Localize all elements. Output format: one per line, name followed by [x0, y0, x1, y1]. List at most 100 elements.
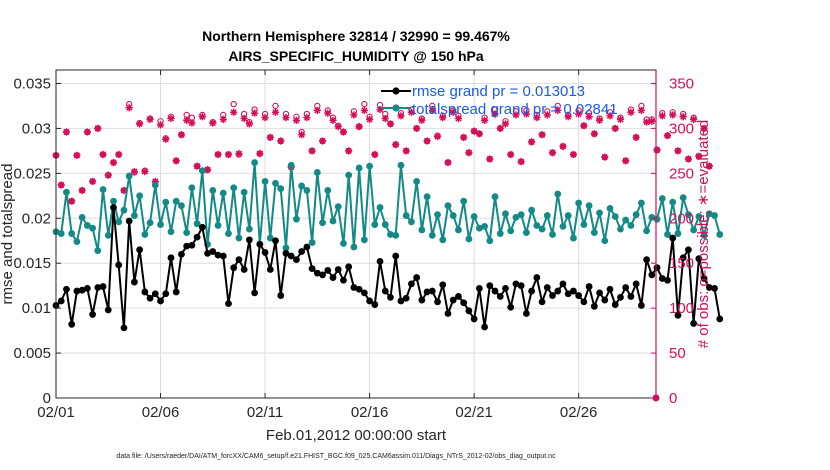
totalspread-point	[637, 199, 645, 207]
rmse-point	[611, 301, 619, 308]
totalspread-point	[366, 162, 373, 170]
x-axis-label: Feb.01,2012 00:00:00 start	[266, 427, 447, 444]
obs-evaluated-point	[533, 114, 541, 122]
rmse-point	[601, 296, 609, 304]
obs-evaluated-point	[517, 158, 525, 166]
totalspread-point	[538, 225, 546, 233]
obs-evaluated-point	[172, 157, 180, 165]
legend: rmse grand pr = 0.013013 totalspread gra…	[381, 83, 618, 118]
rmse-point	[455, 293, 462, 300]
totalspread-point	[319, 219, 326, 227]
totalspread-point	[465, 235, 473, 243]
rmse-point	[266, 266, 274, 273]
rmse-point	[502, 284, 509, 292]
totalspread-point	[293, 215, 300, 223]
totalspread-point	[439, 236, 447, 244]
obs-evaluated-point	[282, 114, 290, 122]
rmse-point	[705, 284, 713, 291]
totalspread-point	[272, 179, 279, 187]
totalspread-point	[460, 197, 468, 205]
rmse-point	[94, 284, 102, 291]
rmse-point	[73, 287, 81, 295]
rmse-point	[481, 323, 488, 331]
obs-evaluated-point	[616, 115, 625, 124]
obs-evaluated-point	[413, 124, 421, 133]
obs-evaluated-point	[298, 131, 306, 139]
obs-evaluated-point	[104, 171, 112, 179]
right-y-axis-ticks: 0 50 100 150 200 250 300 350	[651, 70, 694, 407]
totalspread-point	[596, 209, 603, 217]
rmse-point	[428, 287, 436, 295]
totalspread-point	[648, 213, 656, 221]
obs-evaluated-point	[580, 122, 588, 130]
rmse-point	[496, 293, 504, 300]
obs-evaluated-point	[444, 158, 452, 167]
rmse-point	[89, 311, 96, 318]
rmse-point	[78, 286, 86, 294]
totalspread-point	[455, 226, 462, 234]
obs-evaluated-point	[590, 130, 598, 138]
left-y-axis-label: rmse and totalspread	[0, 164, 16, 305]
obs-evaluated-point	[156, 121, 165, 129]
obs-evaluated-point	[465, 149, 473, 157]
obs-count-markers	[52, 100, 713, 402]
totalspread-point	[110, 197, 117, 205]
rmse-point	[716, 315, 724, 323]
obs-evaluated-point	[705, 162, 713, 170]
obs-evaluated-point	[423, 137, 431, 145]
obs-possible-point	[361, 100, 368, 108]
totalspread-point	[99, 186, 107, 193]
totalspread-point	[402, 212, 410, 219]
totalspread-point	[606, 204, 614, 212]
x-tick-label: 02/06	[142, 404, 180, 421]
obs-evaluated-point	[256, 149, 264, 158]
obs-evaluated-point	[78, 186, 86, 195]
rmse-point	[617, 293, 624, 301]
legend-spread-marker	[392, 104, 400, 112]
totalspread-point	[198, 167, 206, 175]
rmse-point	[167, 254, 175, 262]
totalspread-point	[517, 211, 525, 219]
left-y-tick-label: 0.025	[13, 165, 51, 182]
rmse-point	[183, 242, 191, 250]
totalspread-point	[287, 161, 295, 169]
totalspread-point	[350, 243, 358, 251]
obs-evaluated-point	[292, 116, 301, 124]
rmse-point	[439, 281, 447, 289]
rmse-point	[632, 280, 640, 288]
rmse-point	[141, 288, 149, 296]
totalspread-point	[151, 181, 159, 189]
x-tick-label: 02/21	[455, 404, 493, 421]
rmse-point	[251, 289, 259, 297]
rmse-point	[277, 292, 285, 299]
totalspread-point	[225, 230, 232, 237]
obs-evaluated-point	[371, 150, 379, 159]
x-tick-label: 02/01	[37, 404, 75, 421]
rmse-point	[622, 284, 630, 291]
rmse-point	[214, 251, 222, 259]
rmse-point	[637, 302, 645, 309]
totalspread-point	[622, 216, 630, 224]
rmse-point	[408, 280, 415, 288]
totalspread-point	[183, 229, 191, 237]
totalspread-point	[491, 193, 499, 201]
obs-evaluated-point	[695, 152, 703, 160]
rmse-point	[371, 301, 379, 308]
totalspread-point	[78, 213, 86, 221]
obs-evaluated-point	[595, 116, 604, 124]
rmse-point	[449, 296, 457, 304]
obs-evaluated-point	[125, 104, 133, 112]
totalspread-point	[371, 221, 379, 228]
totalspread-point	[408, 218, 415, 226]
rmse-point	[63, 285, 70, 293]
obs-evaluated-point	[230, 108, 238, 116]
rmse-point	[104, 306, 112, 314]
rmse-point	[643, 256, 650, 264]
rmse-point	[287, 252, 295, 260]
rmse-point	[549, 292, 556, 299]
rmse-point	[507, 303, 515, 311]
obs-evaluated-point	[334, 123, 342, 131]
totalspread-point	[172, 197, 180, 205]
x-tick-label: 02/11	[247, 404, 283, 421]
obs-evaluated-point	[528, 138, 536, 146]
